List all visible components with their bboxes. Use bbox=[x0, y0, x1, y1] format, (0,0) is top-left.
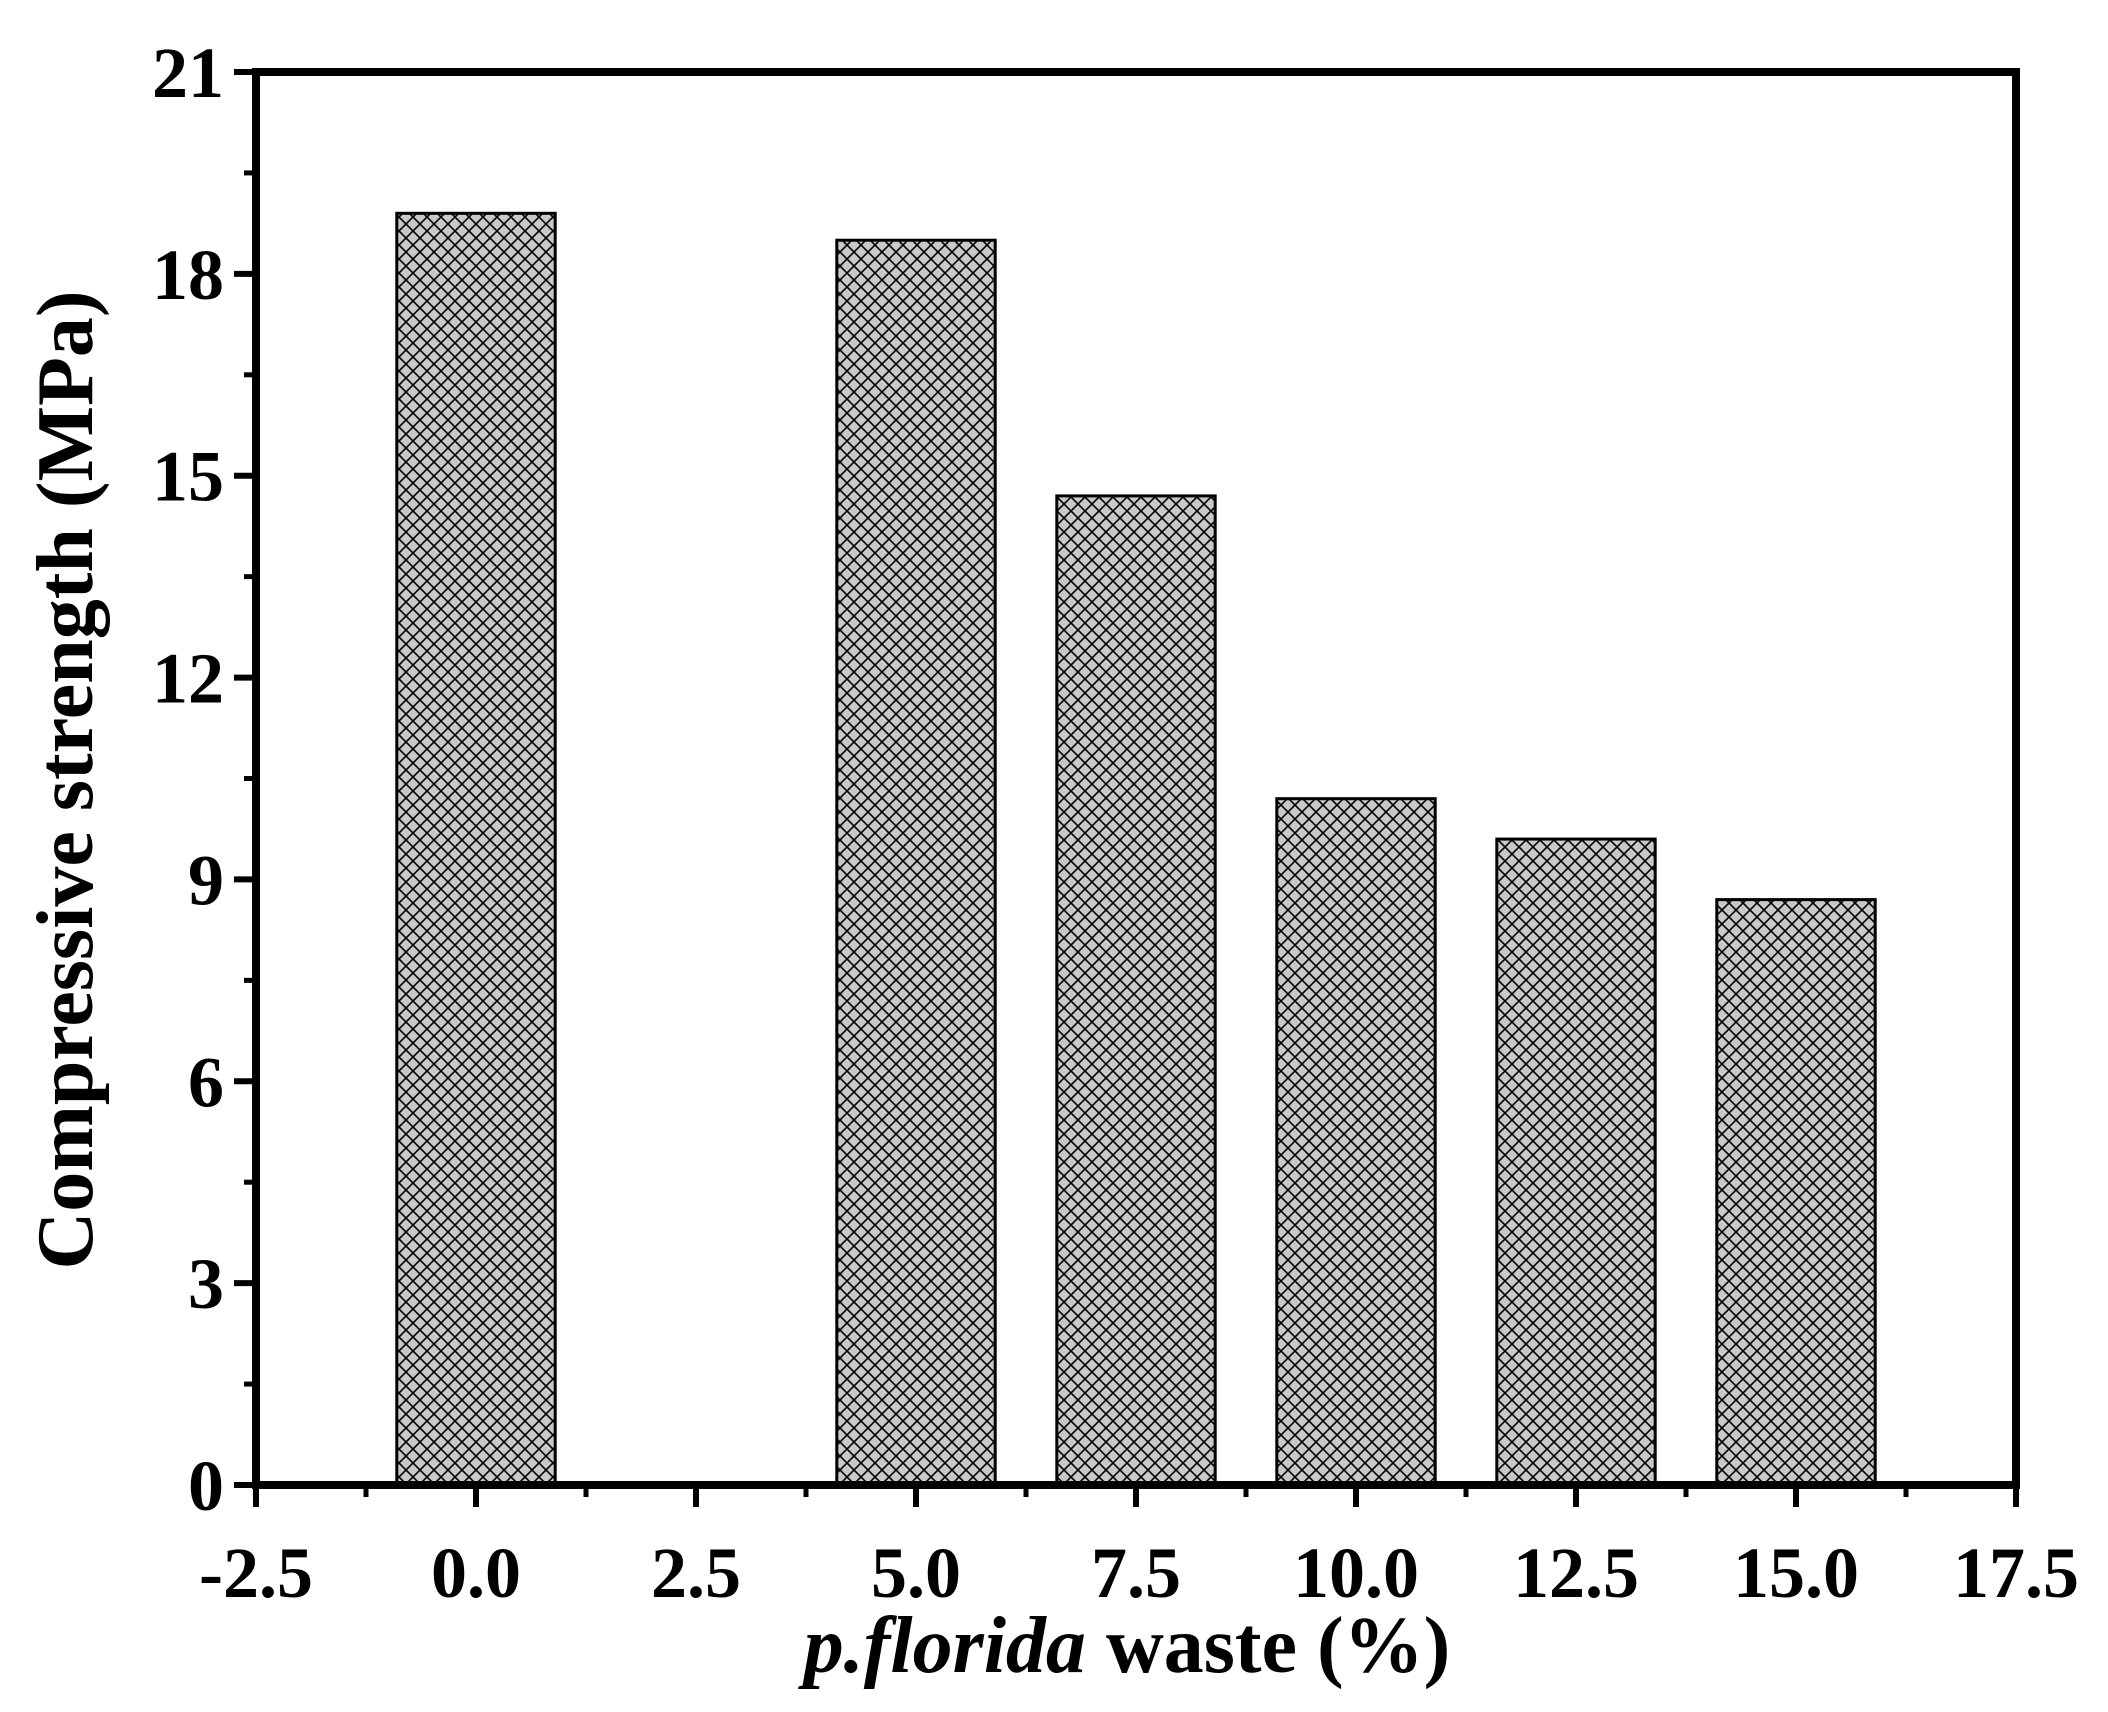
bar bbox=[1715, 898, 1877, 1487]
x-tick-label: 15.0 bbox=[1733, 1533, 1859, 1613]
bar bbox=[835, 238, 997, 1487]
x-axis-label: p.florida waste (%) bbox=[798, 1602, 1451, 1690]
x-axis-label-rest: waste (%) bbox=[1086, 1602, 1450, 1690]
x-tick-label: 7.5 bbox=[1091, 1533, 1181, 1613]
x-tick-label: 2.5 bbox=[651, 1533, 741, 1613]
bar bbox=[1055, 494, 1217, 1487]
bar bbox=[1275, 797, 1437, 1487]
y-tick-label: 15 bbox=[152, 437, 224, 517]
x-tick-label: 5.0 bbox=[871, 1533, 961, 1613]
y-tick-label: 3 bbox=[188, 1244, 224, 1324]
x-tick-label: 10.0 bbox=[1293, 1533, 1419, 1613]
bar bbox=[1495, 837, 1657, 1487]
x-tick-label: 12.5 bbox=[1513, 1533, 1639, 1613]
y-tick-label: 6 bbox=[188, 1042, 224, 1122]
x-tick-label: -2.5 bbox=[199, 1533, 313, 1613]
y-tick-label: 9 bbox=[188, 840, 224, 920]
labels-layer: p.florida waste (%) Compressive strength… bbox=[22, 290, 1450, 1690]
x-axis-label-italic: p.florida bbox=[798, 1602, 1086, 1690]
y-tick-label: 21 bbox=[152, 33, 224, 113]
y-tick-label: 0 bbox=[188, 1446, 224, 1526]
y-tick-label: 12 bbox=[152, 639, 224, 719]
bar bbox=[395, 211, 557, 1487]
y-tick-label: 18 bbox=[152, 235, 224, 315]
y-axis-label: Compressive strength (MPa) bbox=[22, 290, 110, 1269]
x-tick-label: 17.5 bbox=[1953, 1533, 2079, 1613]
x-tick-label: 0.0 bbox=[431, 1533, 521, 1613]
bars-layer bbox=[395, 211, 1877, 1487]
axes-layer: -2.5 0.0 2.5 5.0 7.5 10.0 12.5 15.0 17.5 0 3 6 9 12 15… bbox=[152, 33, 2079, 1613]
